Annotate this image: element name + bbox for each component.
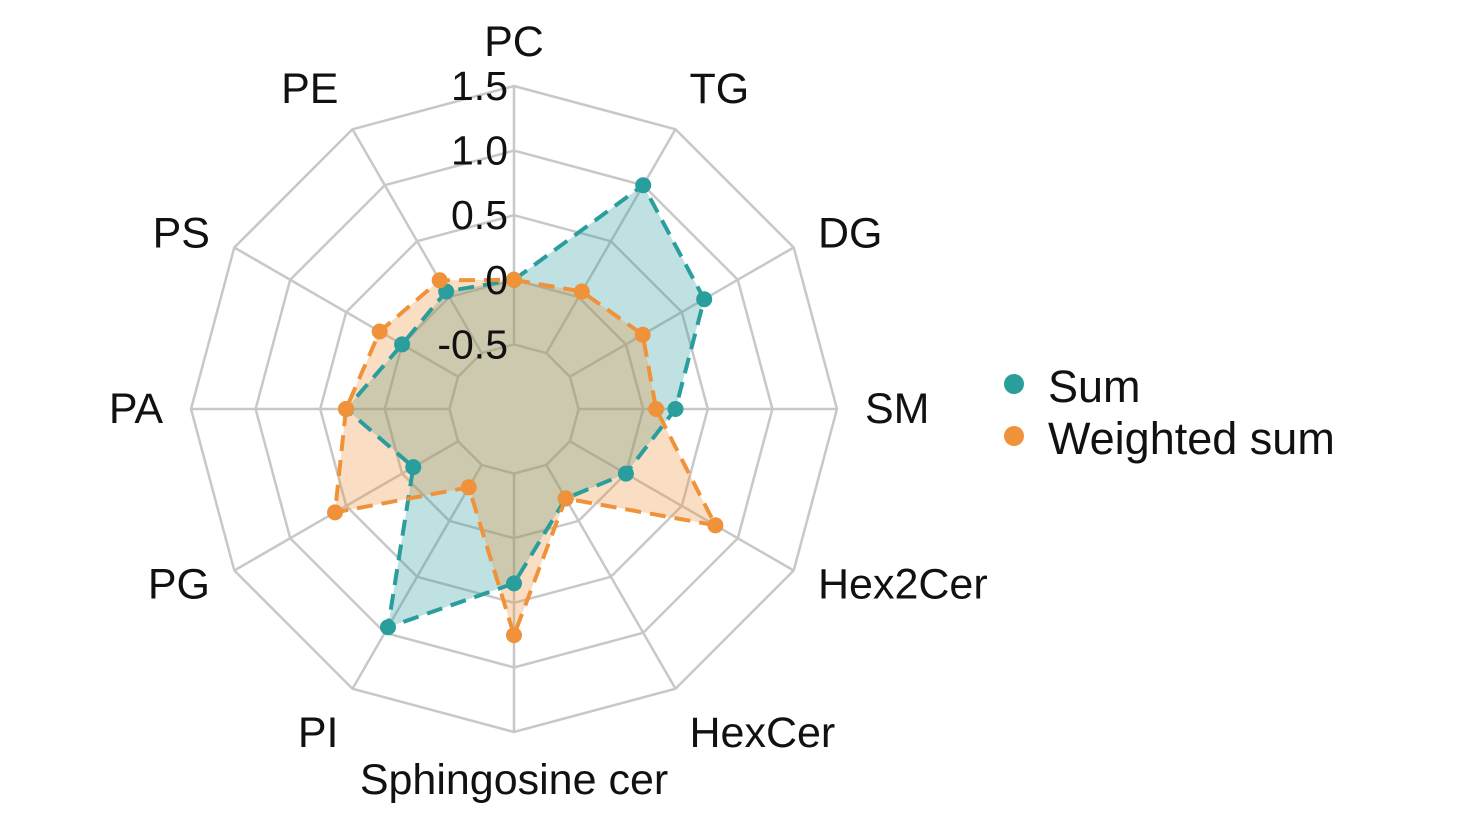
axis-label-sphingosine-cer: Sphingosine cer: [360, 756, 668, 804]
axis-label-hex2cer: Hex2Cer: [818, 561, 988, 609]
point-sum-ps: [394, 336, 411, 353]
axis-label-ps: PS: [153, 210, 210, 258]
legend-label-weighted-sum: Weighted sum: [1048, 413, 1335, 464]
point-sum-tg: [635, 177, 652, 194]
legend-marker-sum: [1004, 374, 1024, 394]
legend-marker-weighted-sum: [1004, 426, 1024, 446]
axis-label-dg: DG: [818, 210, 883, 258]
point-weighted-sum-sphingosine-cer: [506, 627, 522, 644]
axis-label-pg: PG: [148, 561, 210, 609]
axis-label-hexcer: HexCer: [690, 709, 836, 757]
point-weighted-sum-sm: [648, 401, 665, 417]
axis-label-pa: PA: [109, 385, 163, 433]
tick-label-0: 0: [485, 257, 508, 303]
spoke-pi: [351, 464, 483, 690]
point-sum-pi: [380, 619, 396, 636]
axis-label-sm: SM: [865, 385, 930, 433]
point-weighted-sum-hex2cer: [707, 517, 724, 534]
spoke-tg: [545, 128, 677, 354]
point-sum-pg: [405, 459, 422, 476]
spoke-dg: [569, 246, 795, 378]
point-weighted-sum-tg: [573, 283, 590, 300]
point-weighted-sum-pe: [431, 272, 448, 289]
point-sum-dg: [696, 291, 713, 308]
point-weighted-sum-pi: [460, 479, 477, 496]
point-weighted-sum-pa: [338, 401, 354, 417]
point-sum-sphingosine-cer: [506, 575, 522, 592]
tick-label-1-5: 1.5: [451, 63, 508, 109]
spoke-ps: [233, 246, 459, 378]
series-area-sum: [346, 185, 705, 628]
point-sum-hex2cer: [617, 465, 634, 482]
point-sum-sm: [667, 401, 684, 417]
series-area-weighted-sum: [335, 279, 716, 636]
point-weighted-sum-dg: [634, 326, 651, 343]
axis-label-tg: TG: [690, 65, 750, 113]
tick-label-0-5: -0.5: [437, 321, 508, 367]
axis-label-pi: PI: [298, 709, 339, 757]
spoke-pg: [233, 440, 459, 572]
spoke-pe: [351, 128, 483, 354]
radar-axis-labels: PC TG DG SM Hex2Cer HexCer Sphingosine cer PI PG…: [109, 18, 988, 804]
legend-label-sum: Sum: [1048, 361, 1141, 412]
tick-label-0-5: 0.5: [451, 192, 508, 238]
radar-tick-labels: -0.5 0 0.5 1.0 1.5: [437, 63, 508, 367]
point-weighted-sum-pg: [327, 504, 343, 521]
axis-label-pc: PC: [484, 18, 544, 66]
legend-item-sum: Sum: [1004, 361, 1141, 412]
point-weighted-sum-ps: [371, 323, 388, 340]
point-weighted-sum-pc: [506, 271, 522, 288]
point-weighted-sum-hexcer: [557, 490, 574, 507]
spoke-hex2cer: [569, 440, 795, 572]
axis-label-pe: PE: [281, 65, 338, 113]
legend-item-weighted-sum: Weighted sum: [1004, 413, 1335, 464]
radar-series: [327, 177, 724, 644]
tick-label-1-0: 1.0: [451, 128, 508, 174]
